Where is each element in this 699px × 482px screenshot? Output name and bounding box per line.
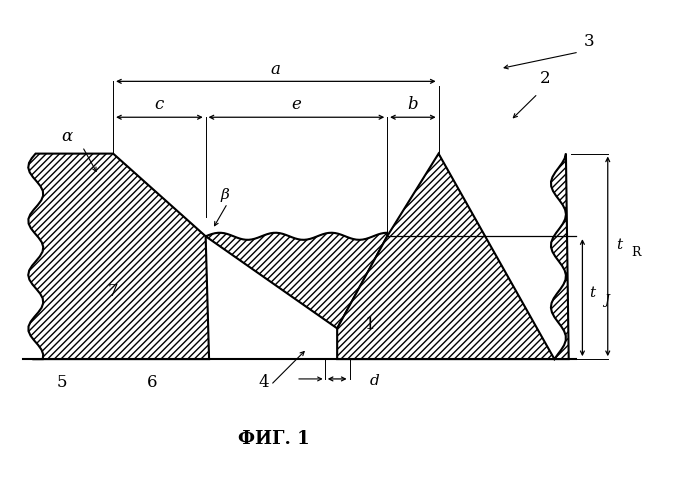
Polygon shape [337, 154, 569, 359]
Text: 7: 7 [108, 283, 119, 300]
Polygon shape [206, 233, 387, 328]
Text: d: d [370, 375, 380, 388]
Text: c: c [154, 96, 164, 113]
Text: 6: 6 [147, 374, 157, 391]
Text: β: β [221, 188, 229, 202]
Text: 4: 4 [259, 374, 269, 391]
Text: J: J [605, 294, 610, 307]
Text: 2: 2 [540, 70, 550, 87]
Text: e: e [291, 96, 301, 113]
Text: a: a [271, 61, 281, 78]
Polygon shape [28, 154, 209, 359]
Text: 5: 5 [57, 374, 67, 391]
Text: ФИГ. 1: ФИГ. 1 [238, 430, 310, 448]
Text: t: t [616, 238, 622, 252]
Text: α: α [62, 128, 73, 145]
Text: R: R [631, 246, 640, 259]
Text: 3: 3 [584, 33, 595, 50]
Text: t: t [589, 286, 596, 300]
Text: b: b [408, 96, 418, 113]
Text: 1: 1 [365, 316, 375, 333]
